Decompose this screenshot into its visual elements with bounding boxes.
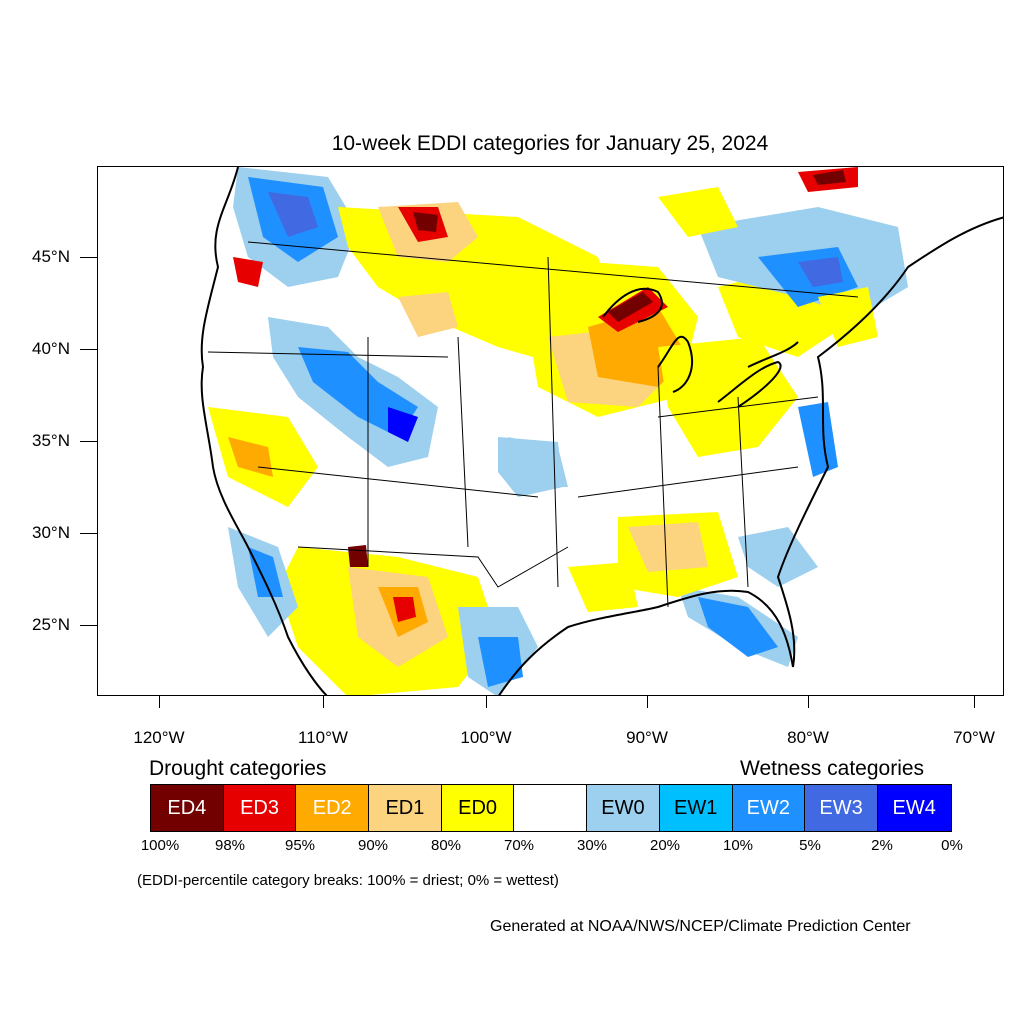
drought-heading: Drought categories <box>149 757 327 780</box>
legend-ed1: ED1 <box>369 785 442 831</box>
legend-ew1: EW1 <box>659 785 733 831</box>
lon-tick <box>974 696 975 708</box>
pct-label: 100% <box>140 837 180 854</box>
lat-label-30: 30°N <box>32 523 70 542</box>
legend-ew0: EW0 <box>587 785 660 831</box>
pct-label: 90% <box>357 837 389 854</box>
legend-ed4: ED4 <box>151 785 224 831</box>
lon-label-110: 110°W <box>298 728 348 747</box>
pct-label: 10% <box>722 837 754 854</box>
pct-label: 98% <box>214 837 246 854</box>
legend-ed3: ED3 <box>223 785 297 831</box>
pct-label: 0% <box>941 837 963 854</box>
wetness-heading: Wetness categories <box>740 757 925 780</box>
pct-label: 30% <box>576 837 608 854</box>
lat-label-40: 40°N <box>32 339 70 358</box>
boundaries <box>200 167 1003 695</box>
lat-tick <box>80 533 97 534</box>
legend-ew4: EW4 <box>877 785 951 831</box>
lat-tick <box>80 349 97 350</box>
pct-label: 95% <box>284 837 316 854</box>
category-blobs <box>208 167 908 695</box>
legend-ed2: ED2 <box>296 785 370 831</box>
map-canvas <box>200 167 1003 695</box>
lon-tick <box>486 696 487 708</box>
lon-tick <box>323 696 324 708</box>
category-note: (EDDI-percentile category breaks: 100% =… <box>137 872 559 889</box>
pct-label: 5% <box>799 837 821 854</box>
legend-normal <box>514 785 588 831</box>
credit-text: Generated at NOAA/NWS/NCEP/Climate Predi… <box>490 918 911 935</box>
lat-label-45: 45°N <box>32 247 70 266</box>
legend-ed0: ED0 <box>441 785 515 831</box>
lon-tick <box>647 696 648 708</box>
legend-ew2: EW2 <box>732 785 806 831</box>
pct-label: 2% <box>871 837 893 854</box>
lat-tick <box>80 441 97 442</box>
category-legend: ED4 ED3 ED2 ED1 ED0 EW0 EW1 EW2 EW3 EW4 <box>150 784 952 832</box>
lat-label-25: 25°N <box>32 615 70 634</box>
lon-label-100: 100°W <box>460 728 512 747</box>
legend-ew3: EW3 <box>805 785 878 831</box>
lat-label-35: 35°N <box>32 431 70 450</box>
lon-label-70: 70°W <box>953 728 995 747</box>
pct-label: 20% <box>649 837 681 854</box>
map-title: 10-week EDDI categories for January 25, … <box>331 132 769 155</box>
lon-label-120: 120°W <box>133 728 185 747</box>
pct-label: 70% <box>503 837 535 854</box>
pct-label: 80% <box>430 837 462 854</box>
lon-tick <box>808 696 809 708</box>
lon-tick <box>159 696 160 708</box>
lon-label-80: 80°W <box>787 728 829 747</box>
lon-label-90: 90°W <box>626 728 668 747</box>
lat-tick <box>80 257 97 258</box>
eddi-map <box>97 166 1004 696</box>
lat-tick <box>80 625 97 626</box>
